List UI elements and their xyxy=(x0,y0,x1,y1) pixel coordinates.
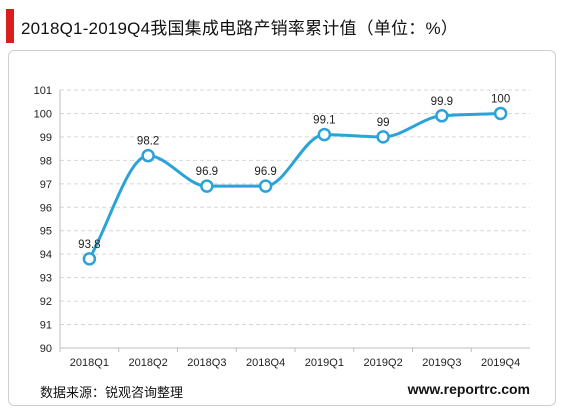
y-tick-labels: 90 91 92 93 94 95 96 97 98 99 100 101 xyxy=(34,85,52,355)
y-tick-label: 92 xyxy=(40,296,52,308)
data-point xyxy=(376,130,390,144)
data-label: 96.9 xyxy=(196,166,218,178)
x-tick-label: 2018Q3 xyxy=(187,357,226,369)
source-note: 数据来源：锐观咨询整理 xyxy=(40,385,184,400)
data-label: 96.9 xyxy=(254,166,276,178)
x-tick-label: 2019Q1 xyxy=(305,357,344,369)
data-point xyxy=(141,148,155,163)
y-tick-label: 95 xyxy=(40,226,52,238)
title-bar: 2018Q1-2019Q4我国集成电路产销率累计值（单位：%） xyxy=(6,8,458,44)
data-label: 99 xyxy=(377,117,390,129)
data-label: 100 xyxy=(491,93,510,105)
data-point xyxy=(435,109,449,123)
data-points xyxy=(82,106,508,266)
x-tick-label: 2018Q4 xyxy=(246,357,285,369)
title-accent-bar xyxy=(6,9,14,43)
y-tick-label: 97 xyxy=(40,179,52,191)
y-tick-label: 91 xyxy=(40,320,52,332)
x-tick-label: 2018Q1 xyxy=(70,357,109,369)
y-tick-label: 100 xyxy=(34,108,52,120)
y-tick-label: 101 xyxy=(34,85,52,97)
x-tick-labels: 2018Q1 2018Q2 2018Q3 2018Q4 2019Q1 2019Q2 2019… xyxy=(70,357,520,369)
data-point xyxy=(82,252,97,266)
data-point xyxy=(317,127,332,142)
y-tick-label: 99 xyxy=(40,132,52,144)
x-tick-label: 2018Q2 xyxy=(129,357,168,369)
x-tick-label: 2019Q3 xyxy=(422,357,461,369)
x-tick-label: 2019Q2 xyxy=(364,357,403,369)
data-point xyxy=(258,179,273,193)
data-label: 99.9 xyxy=(431,96,453,108)
data-label: 93.8 xyxy=(78,239,100,251)
y-tick-label: 93 xyxy=(40,273,52,285)
data-label: 99.1 xyxy=(313,115,335,127)
x-tick-label: 2019Q4 xyxy=(481,357,520,369)
y-tick-label: 98 xyxy=(40,155,52,167)
chart-frame xyxy=(8,50,556,406)
data-point xyxy=(493,106,508,121)
grid-lines xyxy=(60,89,530,326)
axes xyxy=(59,90,530,352)
website-label: www.reportrc.com xyxy=(407,381,530,397)
y-tick-label: 90 xyxy=(40,343,52,355)
y-tick-label: 96 xyxy=(40,202,52,214)
data-labels: 93.8 98.2 96.9 96.9 99.1 99 99.9 100 xyxy=(78,93,510,250)
data-point xyxy=(200,179,214,193)
y-tick-label: 94 xyxy=(40,249,52,261)
data-label: 98.2 xyxy=(137,136,159,148)
chart-title: 2018Q1-2019Q4我国集成电路产销率累计值（单位：%） xyxy=(21,18,458,38)
